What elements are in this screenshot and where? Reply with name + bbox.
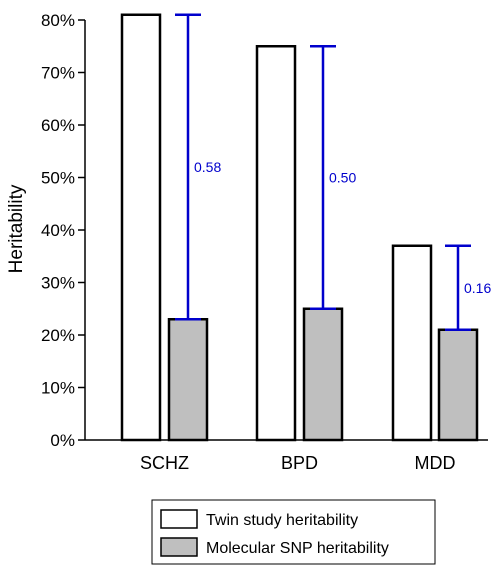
bars-group: [120, 13, 479, 442]
legend-swatch-twin: [160, 509, 198, 529]
gap-bracket-schz: 0.58: [175, 13, 221, 321]
y-tick-label: 80%: [41, 11, 75, 30]
bar-twin-schz: [120, 13, 162, 442]
bar-twin-mdd: [391, 244, 433, 442]
x-tick-label-mdd: MDD: [415, 453, 456, 473]
gap-label: 0.58: [194, 159, 221, 175]
legend-label-twin: Twin study heritability: [206, 512, 358, 529]
bar-twin-bpd: [255, 45, 297, 442]
bar-snp-schz: [167, 318, 209, 442]
y-tick-label: 10%: [41, 379, 75, 398]
legend-swatch-snp: [160, 537, 198, 557]
gap-bracket-bpd: 0.50: [310, 45, 356, 310]
x-tick-label-schz: SCHZ: [140, 453, 189, 473]
y-tick-label: 70%: [41, 64, 75, 83]
gap-label: 0.50: [329, 170, 356, 186]
bar-snp-bpd: [302, 307, 344, 442]
x-axis: SCHZ BPD MDD: [85, 439, 488, 473]
gap-bracket-mdd: 0.16: [445, 244, 491, 331]
y-tick-label: 0%: [50, 431, 75, 450]
y-tick-label: 30%: [41, 274, 75, 293]
y-axis: 0% 10% 20% 30% 40% 50% 60% 70% 80%: [41, 11, 86, 450]
legend-box: [151, 499, 436, 565]
y-tick-label: 40%: [41, 221, 75, 240]
y-axis-title: Heritability: [6, 184, 27, 273]
legend: Twin study heritability Molecular SNP her…: [151, 499, 436, 565]
gap-label: 0.16: [464, 280, 491, 296]
legend-label-snp: Molecular SNP heritability: [206, 540, 389, 557]
y-tick-label: 20%: [41, 326, 75, 345]
y-tick-label: 60%: [41, 116, 75, 135]
gap-annotations: 0.58 0.50 0.16: [175, 13, 491, 331]
bar-snp-mdd: [437, 328, 479, 442]
x-tick-label-bpd: BPD: [281, 453, 318, 473]
y-tick-label: 50%: [41, 169, 75, 188]
